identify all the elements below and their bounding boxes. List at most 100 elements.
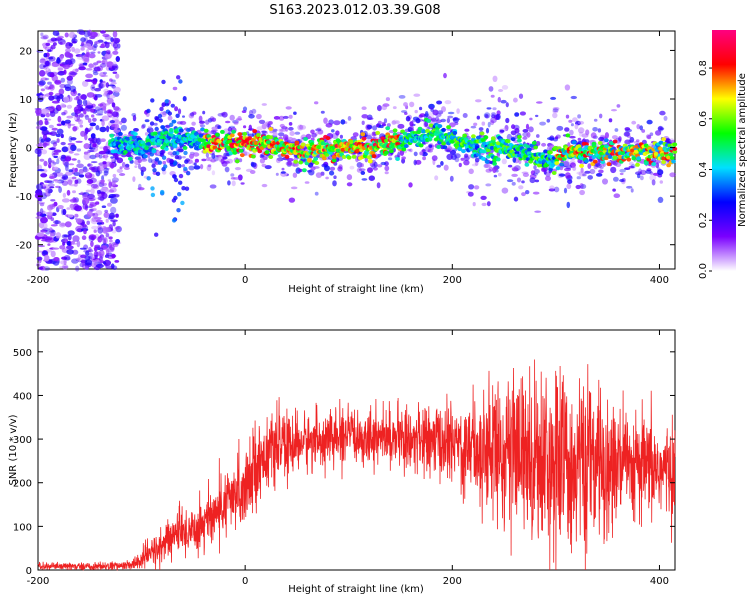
spectrogram-bump bbox=[151, 163, 156, 168]
spectrogram-haze bbox=[485, 114, 489, 119]
spectrogram-haze bbox=[577, 114, 581, 119]
spectrogram-noise-blob bbox=[104, 103, 111, 106]
spectrogram-noise-blob bbox=[90, 133, 96, 139]
spectrogram-noise-blob bbox=[69, 198, 78, 203]
spectrogram-noise-blob bbox=[41, 226, 48, 230]
spectrogram-noise-blob bbox=[79, 113, 84, 118]
spectrogram-noise-blob bbox=[101, 59, 108, 65]
spectrogram-noise-blob bbox=[106, 92, 110, 100]
spectrogram-noise-blob bbox=[97, 236, 103, 243]
spectrogram-noise-blob bbox=[93, 229, 97, 233]
spectrogram-haze bbox=[361, 106, 367, 110]
spectrogram-bump bbox=[178, 180, 183, 185]
spectrogram-noise-blob bbox=[64, 32, 69, 38]
spectrogram-bump bbox=[149, 121, 155, 126]
spectrogram-noise-blob bbox=[111, 177, 119, 183]
spectrogram-haze bbox=[181, 164, 185, 168]
spectrogram-noise-blob bbox=[56, 32, 60, 37]
spectrogram-bump bbox=[173, 177, 179, 183]
spectrogram-noise-blob bbox=[103, 174, 108, 177]
spectrogram-ridge bbox=[367, 159, 373, 163]
spectrogram-noise-blob bbox=[83, 57, 90, 63]
spectrogram-noise-blob bbox=[64, 119, 71, 124]
spectrogram-haze bbox=[272, 128, 278, 132]
spectrogram-noise-blob bbox=[43, 65, 47, 68]
spectrogram-noise-blob bbox=[94, 87, 101, 92]
spectrogram-haze bbox=[626, 185, 633, 189]
spectrogram-noise-blob bbox=[55, 172, 64, 177]
spectrogram-noise-blob bbox=[43, 142, 48, 148]
spectrogram-noise-blob bbox=[102, 192, 108, 200]
spectrogram-haze bbox=[419, 151, 424, 156]
spectrogram-ridge bbox=[510, 137, 516, 142]
spectrogram-noise-blob bbox=[50, 233, 54, 237]
spectrogram-noise-blob bbox=[108, 196, 114, 199]
spectrogram-haze bbox=[564, 127, 570, 132]
spectrogram-noise-blob bbox=[49, 72, 55, 78]
colorbar-tick-label: 0.8 bbox=[698, 60, 709, 76]
spectrogram-noise-blob bbox=[87, 149, 91, 154]
spectrogram-noise-blob bbox=[111, 65, 118, 69]
spectrogram-haze bbox=[559, 165, 564, 171]
spectrogram-noise-blob bbox=[54, 79, 62, 85]
spectrogram-ridge bbox=[495, 157, 501, 162]
spectrogram-haze bbox=[552, 108, 559, 113]
spectrogram-ridge bbox=[517, 138, 522, 143]
spectrogram-haze bbox=[568, 119, 573, 123]
spectrogram-noise-blob bbox=[60, 77, 66, 83]
spectrogram-noise-blob bbox=[103, 237, 108, 244]
spectrogram-haze bbox=[382, 103, 390, 107]
spectrogram-noise-blob bbox=[114, 39, 120, 44]
spectrogram-noise-blob bbox=[64, 86, 71, 92]
spectrogram-haze bbox=[258, 119, 266, 124]
spectrogram-noise-blob bbox=[69, 72, 78, 76]
spectrogram-noise-blob bbox=[60, 133, 64, 139]
spectrogram-noise-blob bbox=[36, 93, 41, 97]
spectrogram-noise-blob bbox=[106, 109, 114, 114]
spectrogram-haze bbox=[616, 104, 621, 108]
colorbar-gradient bbox=[712, 30, 736, 271]
spectrogram-haze bbox=[376, 164, 383, 168]
colorbar-tick-label: 0.0 bbox=[698, 263, 709, 279]
spectrogram-noise-blob bbox=[90, 51, 96, 54]
spectrogram-haze bbox=[377, 120, 382, 125]
spectrogram-haze bbox=[580, 184, 587, 189]
spectrogram-haze bbox=[638, 168, 642, 175]
spectrogram-haze bbox=[191, 121, 196, 126]
spectrogram-ridge bbox=[668, 152, 674, 157]
spectrogram-haze bbox=[231, 180, 236, 187]
spectrogram-haze bbox=[221, 111, 228, 118]
spectrogram-haze bbox=[500, 99, 507, 104]
spectrogram-haze bbox=[593, 118, 598, 122]
spectrogram-noise-blob bbox=[39, 63, 45, 70]
spectrogram-noise-blob bbox=[110, 206, 117, 214]
spectrogram-haze bbox=[349, 165, 355, 170]
spectrogram-haze bbox=[278, 128, 284, 132]
spectrogram-ridge bbox=[636, 156, 642, 161]
spectrogram-haze bbox=[385, 97, 390, 102]
spectrogram-ridge bbox=[264, 150, 270, 155]
spectrogram-ridge bbox=[182, 145, 188, 150]
spectrogram-haze bbox=[286, 158, 294, 162]
spectrogram-haze bbox=[298, 168, 303, 172]
spectrogram-bump bbox=[176, 208, 181, 213]
spectrogram-noise-blob bbox=[47, 243, 51, 246]
spectrogram-ridge bbox=[533, 145, 538, 150]
spectrogram-bump bbox=[161, 79, 166, 85]
spectrogram-noise-blob bbox=[43, 52, 48, 58]
spectrogram-haze bbox=[501, 85, 509, 90]
spectrogram-haze bbox=[346, 182, 353, 187]
spectrogram-ridge bbox=[302, 168, 307, 173]
spectrogram-haze bbox=[464, 128, 470, 132]
spectrogram-haze bbox=[636, 160, 643, 164]
spectrogram-bump bbox=[180, 200, 185, 206]
spectrogram-noise-blob bbox=[60, 222, 66, 227]
spectrogram-ridge bbox=[371, 154, 377, 159]
spectrogram-haze bbox=[618, 136, 622, 142]
spectrogram-noise-blob bbox=[43, 160, 48, 167]
spectrogram-haze bbox=[121, 161, 126, 168]
spectrogram-haze bbox=[456, 108, 460, 114]
colorbar: 0.0 0.2 0.4 0.6 0.8 Normalized spectral ampl… bbox=[698, 30, 748, 279]
spectrogram-noise-blob bbox=[93, 66, 101, 72]
spectrogram-haze bbox=[519, 111, 527, 116]
